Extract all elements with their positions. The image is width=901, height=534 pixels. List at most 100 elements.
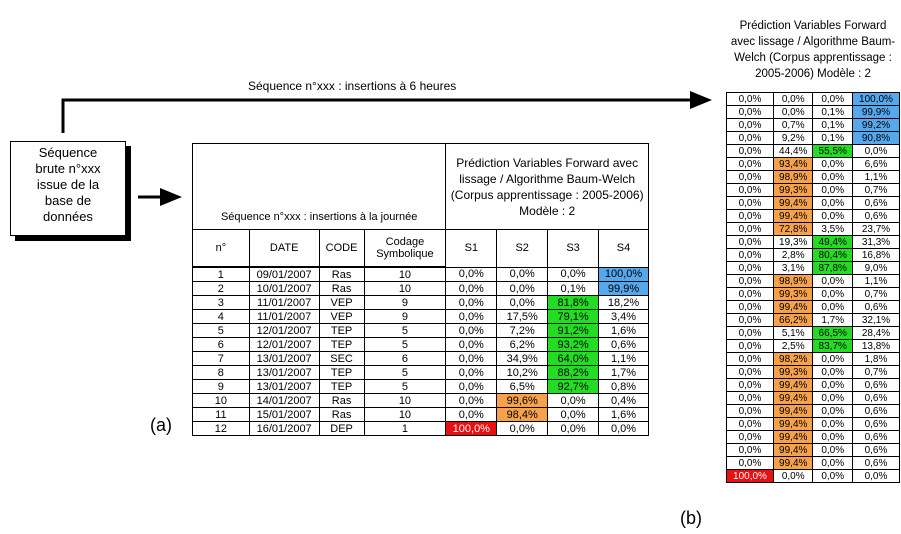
table-cell: 0,0%	[851, 144, 901, 158]
table-cell: 83,7%	[812, 339, 853, 353]
table-cell: 0,7%	[851, 365, 901, 379]
table-cell: 0,0%	[726, 261, 774, 275]
table-row: 0,0% 99,4% 0,0% 0,6%	[726, 391, 901, 405]
table-cell: 11/01/2007	[248, 295, 320, 310]
table-cell: 0,8%	[598, 379, 649, 394]
table-cell: 99,4%	[772, 300, 814, 314]
table-cell: 92,7%	[547, 379, 600, 394]
table-cell: 3,5%	[812, 222, 853, 236]
table-cell: 0,0%	[726, 274, 774, 288]
table-cell: 09/01/2007	[248, 266, 320, 282]
table-cell: 5	[363, 379, 447, 394]
table-cell: 0,0%	[726, 352, 774, 366]
table-cell: 0,0%	[547, 421, 600, 436]
table-row: 6 12/01/2007 TEP 5 0,0% 6,2% 93,2% 0,6%	[192, 337, 649, 352]
table-cell: 0,0%	[812, 469, 853, 483]
table-cell: 1,1%	[598, 351, 649, 366]
table-cell: 1,8%	[851, 352, 901, 366]
table-cell: 0,0%	[812, 417, 853, 431]
table-cell: 1,6%	[598, 323, 649, 338]
table-cell: 91,2%	[547, 323, 600, 338]
table-cell: 99,2%	[851, 118, 901, 132]
table-cell: 0,0%	[496, 281, 549, 296]
table-cell: 34,9%	[496, 351, 549, 366]
table-cell: 44,4%	[772, 144, 814, 158]
table-cell: 6	[363, 351, 447, 366]
table-cell: 0,0%	[812, 378, 853, 392]
table-cell: 88,2%	[547, 365, 600, 380]
table-cell: 5,1%	[772, 326, 814, 340]
table-cell: 0,0%	[496, 295, 549, 310]
table-cell: SEC	[318, 351, 365, 366]
table-a-header: DATE	[248, 229, 320, 268]
table-cell: 0,1%	[812, 105, 853, 119]
table-row: 0,0% 9,2% 0,1% 90,8%	[726, 131, 901, 145]
table-cell: TEP	[318, 379, 365, 394]
table-cell: 0,0%	[851, 469, 901, 483]
table-cell: 99,4%	[772, 378, 814, 392]
table-cell: 0,0%	[812, 170, 853, 184]
table-cell: 4	[192, 309, 250, 324]
table-cell: 0,0%	[445, 323, 498, 338]
table-cell: 0,6%	[851, 430, 901, 444]
table-cell: 99,4%	[772, 443, 814, 457]
table-row: 0,0% 99,4% 0,0% 0,6%	[726, 209, 901, 223]
table-cell: 0,0%	[445, 407, 498, 422]
table-cell: 0,0%	[726, 222, 774, 236]
table-cell: 99,4%	[772, 430, 814, 444]
table-a-header: n°	[192, 229, 250, 268]
table-cell: 6,5%	[496, 379, 549, 394]
table-cell: 99,3%	[772, 287, 814, 301]
table-cell: 49,4%	[812, 235, 853, 249]
table-cell: 0,0%	[445, 281, 498, 296]
table-cell: 99,3%	[772, 183, 814, 197]
table-cell: 79,1%	[547, 309, 600, 324]
top-arrow-head	[690, 91, 712, 109]
table-cell: 93,2%	[547, 337, 600, 352]
table-cell: 2,5%	[772, 339, 814, 353]
table-cell: 12/01/2007	[248, 323, 320, 338]
table-cell: 0,0%	[726, 339, 774, 353]
table-cell: 0,0%	[726, 235, 774, 249]
table-cell: 99,4%	[772, 456, 814, 470]
table-row: 0,0% 99,3% 0,0% 0,7%	[726, 183, 901, 197]
table-cell: 0,0%	[598, 421, 649, 436]
table-cell: 100,0%	[445, 421, 498, 436]
table-row: 100,0% 0,0% 0,0% 0,0%	[726, 469, 901, 483]
table-a-header: S2	[496, 229, 549, 268]
table-cell: 0,0%	[812, 404, 853, 418]
table-row: 0,0% 93,4% 0,0% 6,6%	[726, 157, 901, 171]
table-cell: Ras	[318, 266, 365, 282]
table-cell: Ras	[318, 407, 365, 422]
table-row: 7 13/01/2007 SEC 6 0,0% 34,9% 64,0% 1,1%	[192, 351, 649, 366]
table-cell: 0,0%	[726, 287, 774, 301]
table-cell: 3,4%	[598, 309, 649, 324]
table-cell: 98,9%	[772, 274, 814, 288]
table-cell: TEP	[318, 365, 365, 380]
table-cell: 0,0%	[726, 144, 774, 158]
table-cell: 0,0%	[726, 378, 774, 392]
table-cell: 5	[192, 323, 250, 338]
table-cell: 0,0%	[726, 105, 774, 119]
table-cell: 10	[192, 393, 250, 408]
table-cell: 0,0%	[445, 379, 498, 394]
table-cell: 1,1%	[851, 274, 901, 288]
table-cell: 98,9%	[772, 170, 814, 184]
table-cell: 0,0%	[726, 300, 774, 314]
table-cell: 10	[363, 393, 447, 408]
table-cell: 0,0%	[726, 456, 774, 470]
table-cell: VEP	[318, 295, 365, 310]
table-cell: 66,5%	[812, 326, 853, 340]
table-cell: 0,0%	[496, 266, 549, 282]
table-cell: 99,9%	[851, 105, 901, 119]
table-a-title-left: Séquence n°xxx : insertions à la journée	[191, 143, 447, 230]
table-cell: 10	[363, 281, 447, 296]
table-cell: 0,7%	[772, 118, 814, 132]
table-cell: 0,0%	[726, 157, 774, 171]
table-cell: 0,0%	[726, 326, 774, 340]
table-cell: 0,0%	[812, 183, 853, 197]
table-cell: 0,0%	[812, 92, 853, 106]
table-cell: 9,2%	[772, 131, 814, 145]
table-cell: 100,0%	[598, 266, 649, 282]
